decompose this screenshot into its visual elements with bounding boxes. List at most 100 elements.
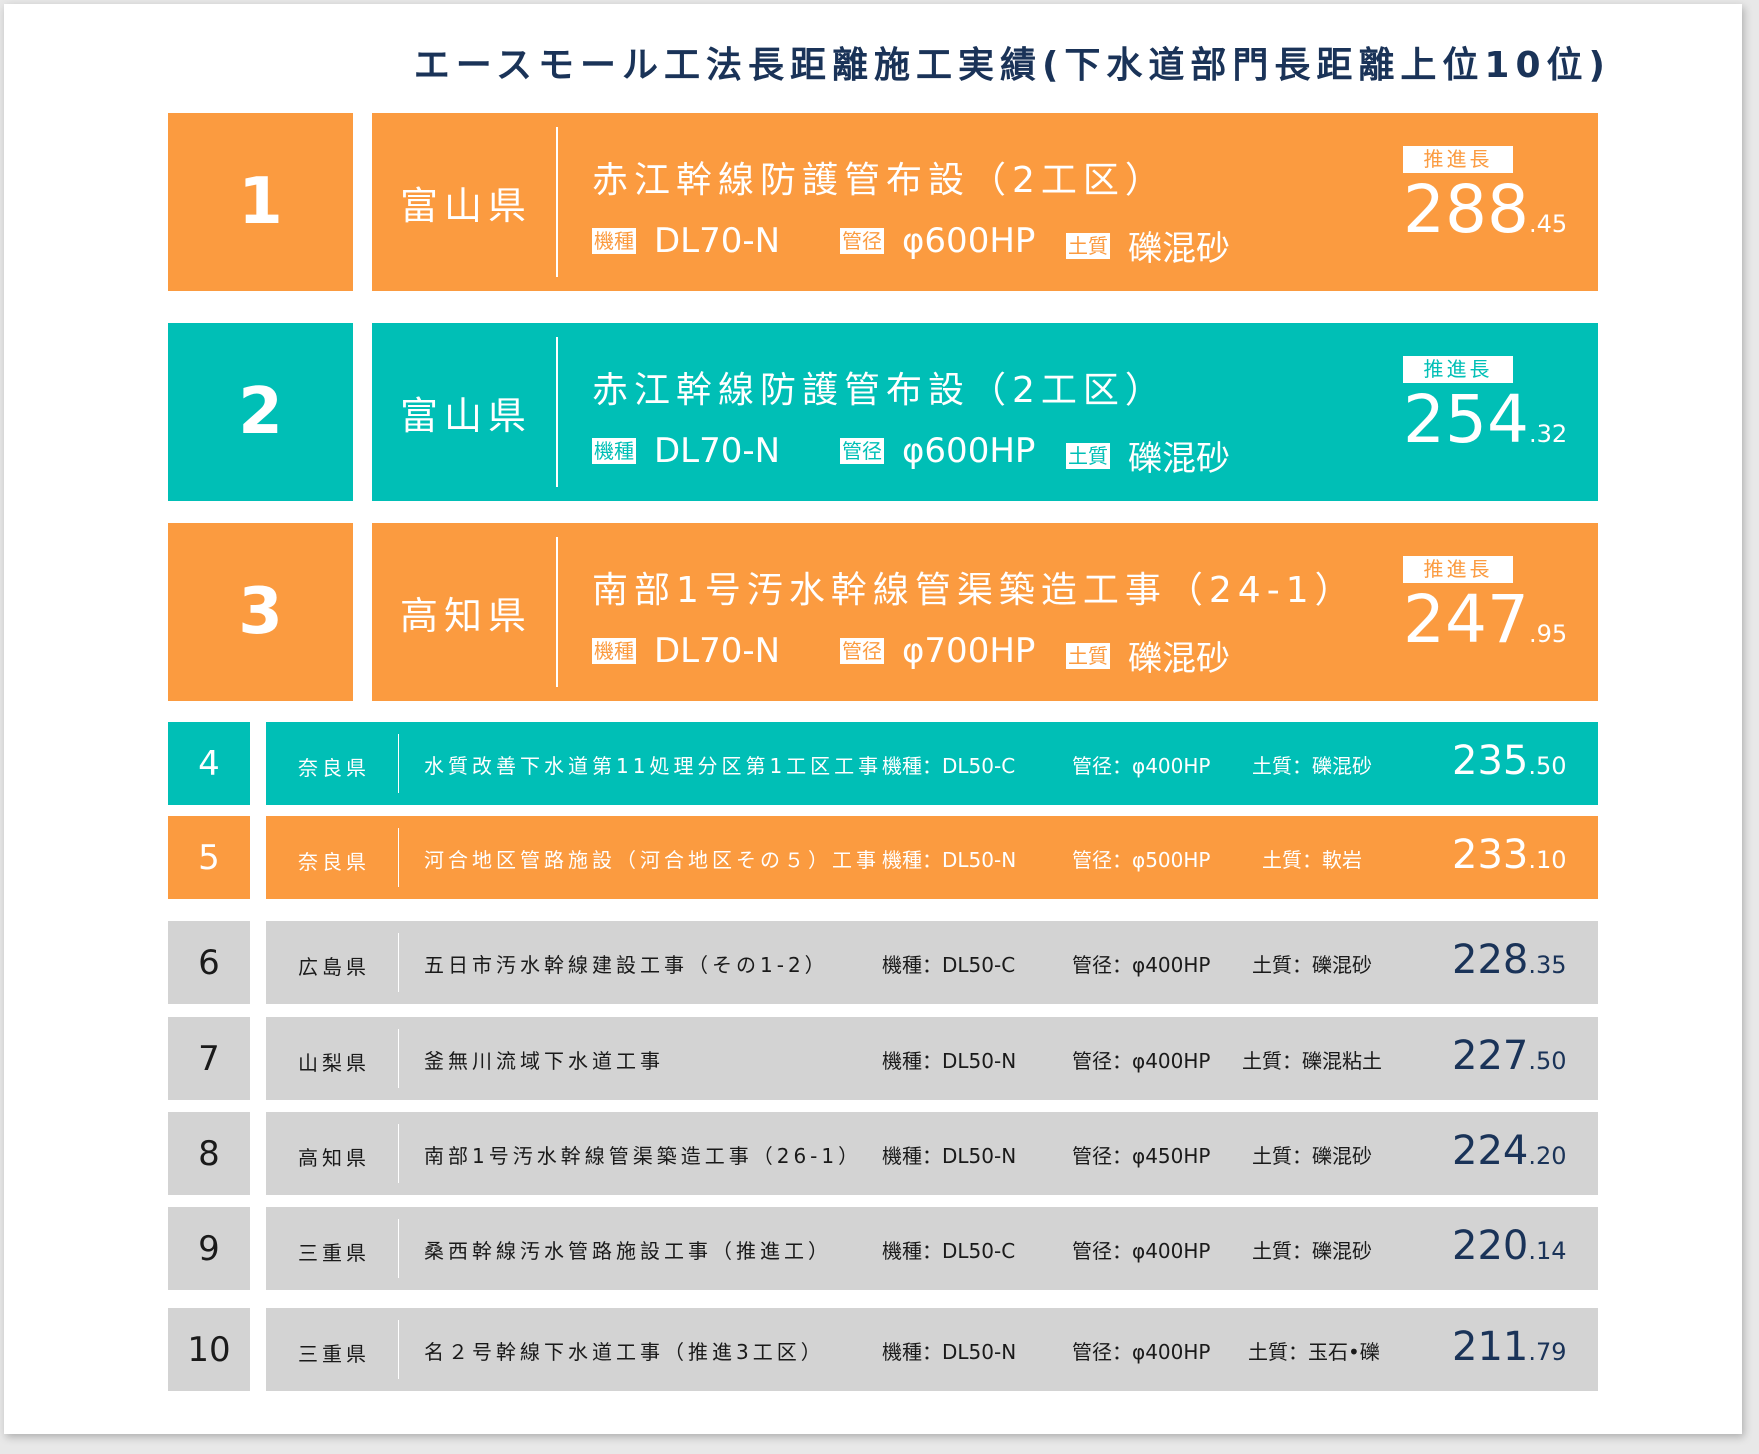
rank-number: 10 <box>168 1308 250 1391</box>
divider <box>398 1320 399 1379</box>
length-value: 211.79 <box>1452 1324 1567 1370</box>
divider <box>398 933 399 992</box>
row-detail: 山梨県 釜無川流域下水道工事 機種：DL50-N 管径：φ400HP 土質：礫混… <box>266 1017 1598 1100</box>
rank-number: 3 <box>168 523 353 701</box>
project-name: 河合地区管路施設（河合地区その５）工事 <box>424 848 880 872</box>
length-integer: 235 <box>1452 738 1529 784</box>
length-value: 224.20 <box>1452 1128 1567 1174</box>
pipe-spec: 管径：φ400HP <box>1072 754 1211 778</box>
length-value: 235.50 <box>1452 738 1567 784</box>
length-decimal: .50 <box>1528 752 1567 780</box>
pipe-spec: 管径：φ400HP <box>1072 953 1211 977</box>
ranking-row-8: 8 高知県 南部1号汚水幹線管渠築造工事（26-1） 機種：DL50-N 管径：… <box>168 1112 1598 1195</box>
ranking-row-3: 3 高知県 南部1号汚水幹線管渠築造工事（24-1） 機種 DL70-N 管径 … <box>168 523 1598 701</box>
pipe-tag: 管径 <box>840 438 884 464</box>
pipe-value: φ600HP <box>902 431 1036 471</box>
prefecture: 奈良県 <box>298 756 370 780</box>
length-decimal: .14 <box>1528 1237 1567 1265</box>
project-name: 水質改善下水道第11処理分区第1工区工事 <box>424 754 883 778</box>
prefecture: 三重県 <box>298 1241 370 1265</box>
rank-number: 4 <box>168 722 250 805</box>
pipe-spec: 管径：φ400HP <box>1072 1340 1211 1364</box>
pipe-spec: 管径 φ600HP <box>840 221 1035 261</box>
length-decimal: .32 <box>1528 420 1568 448</box>
length-decimal: .50 <box>1528 1047 1567 1075</box>
row-detail: 奈良県 河合地区管路施設（河合地区その５）工事 機種：DL50-N 管径：φ50… <box>266 816 1598 899</box>
model-spec: 機種：DL50-N <box>882 1144 1017 1168</box>
model-tag: 機種 <box>592 438 636 464</box>
ranking-row-5: 5 奈良県 河合地区管路施設（河合地区その５）工事 機種：DL50-N 管径：φ… <box>168 816 1598 899</box>
ranking-row-7: 7 山梨県 釜無川流域下水道工事 機種：DL50-N 管径：φ400HP 土質：… <box>168 1017 1598 1100</box>
model-spec: 機種 DL70-N <box>592 431 780 471</box>
prefecture: 高知県 <box>298 1146 370 1170</box>
row-detail: 富山県 赤江幹線防護管布設（2工区） 機種 DL70-N 管径 φ600HP 土… <box>372 113 1598 291</box>
pipe-tag: 管径 <box>840 638 884 664</box>
divider <box>398 1219 399 1278</box>
length-value: 220.14 <box>1452 1223 1567 1269</box>
model-spec: 機種：DL50-C <box>882 1239 1016 1263</box>
ranking-row-9: 9 三重県 桑西幹線汚水管路施設工事（推進工） 機種：DL50-C 管径：φ40… <box>168 1207 1598 1290</box>
soil-spec: 土質 礫混砂 <box>1066 431 1230 480</box>
prefecture: 山梨県 <box>298 1051 370 1075</box>
length-decimal: .35 <box>1528 951 1567 979</box>
divider <box>398 828 399 887</box>
prefecture: 富山県 <box>400 394 533 438</box>
page-title: エースモール工法長距離施工実績(下水道部門長距離上位10位) <box>413 45 1611 86</box>
model-spec: 機種：DL50-N <box>882 1049 1017 1073</box>
length-label: 推進長 <box>1403 556 1513 583</box>
divider <box>556 337 558 487</box>
rank-number: 9 <box>168 1207 250 1290</box>
project-name: 赤江幹線防護管布設（2工区） <box>592 160 1167 201</box>
model-value: DL70-N <box>654 221 781 261</box>
soil-value: 礫混砂 <box>1128 639 1230 679</box>
length-decimal: .79 <box>1528 1338 1567 1366</box>
prefecture: 広島県 <box>298 955 370 979</box>
rank-number: 7 <box>168 1017 250 1100</box>
divider <box>398 734 399 793</box>
row-detail: 富山県 赤江幹線防護管布設（2工区） 機種 DL70-N 管径 φ600HP 土… <box>372 323 1598 501</box>
soil-spec: 土質：礫混砂 <box>1252 953 1372 977</box>
project-name: 桑西幹線汚水管路施設工事（推進工） <box>424 1239 832 1263</box>
ranking-row-1: 1 富山県 赤江幹線防護管布設（2工区） 機種 DL70-N 管径 φ600HP… <box>168 113 1598 291</box>
rank-number: 2 <box>168 323 353 501</box>
length-decimal: .10 <box>1528 846 1567 874</box>
prefecture: 富山県 <box>400 184 533 228</box>
project-name: 赤江幹線防護管布設（2工区） <box>592 370 1167 411</box>
pipe-spec: 管径：φ500HP <box>1072 848 1211 872</box>
row-detail: 高知県 南部1号汚水幹線管渠築造工事（24-1） 機種 DL70-N 管径 φ7… <box>372 523 1598 701</box>
soil-spec: 土質：軟岩 <box>1262 848 1362 872</box>
length-integer: 220 <box>1452 1223 1529 1269</box>
length-integer: 227 <box>1452 1033 1529 1079</box>
pipe-spec: 管径 φ600HP <box>840 431 1035 471</box>
soil-spec: 土質：礫混砂 <box>1252 754 1372 778</box>
length-integer: 228 <box>1452 937 1529 983</box>
rank-number: 6 <box>168 921 250 1004</box>
row-detail: 三重県 名２号幹線下水道工事（推進3工区） 機種：DL50-N 管径：φ400H… <box>266 1308 1598 1391</box>
model-tag: 機種 <box>592 638 636 664</box>
ranking-row-4: 4 奈良県 水質改善下水道第11処理分区第1工区工事 機種：DL50-C 管径：… <box>168 722 1598 805</box>
length-value: 288.45 <box>1403 171 1567 248</box>
pipe-spec: 管径：φ400HP <box>1072 1239 1211 1263</box>
project-name: 南部1号汚水幹線管渠築造工事（26-1） <box>424 1144 863 1168</box>
length-decimal: .95 <box>1528 620 1568 648</box>
soil-tag: 土質 <box>1066 232 1110 259</box>
divider <box>556 127 558 277</box>
soil-spec: 土質：礫混砂 <box>1252 1239 1372 1263</box>
length-decimal: .20 <box>1528 1142 1567 1170</box>
length-label: 推進長 <box>1403 356 1513 383</box>
model-spec: 機種：DL50-N <box>882 848 1017 872</box>
length-label: 推進長 <box>1403 146 1513 173</box>
length-integer: 233 <box>1452 832 1529 878</box>
ranking-row-10: 10 三重県 名２号幹線下水道工事（推進3工区） 機種：DL50-N 管径：φ4… <box>168 1308 1598 1391</box>
soil-tag: 土質 <box>1066 642 1110 669</box>
prefecture: 高知県 <box>400 594 533 638</box>
pipe-value: φ600HP <box>902 221 1036 261</box>
ranking-row-6: 6 広島県 五日市汚水幹線建設工事（その1-2） 機種：DL50-C 管径：φ4… <box>168 921 1598 1004</box>
model-value: DL70-N <box>654 431 781 471</box>
pipe-tag: 管径 <box>840 228 884 254</box>
project-name: 釜無川流域下水道工事 <box>424 1049 664 1073</box>
length-value: 228.35 <box>1452 937 1567 983</box>
project-name: 名２号幹線下水道工事（推進3工区） <box>424 1340 825 1364</box>
prefecture: 三重県 <box>298 1342 370 1366</box>
length-value: 254.32 <box>1403 381 1567 458</box>
